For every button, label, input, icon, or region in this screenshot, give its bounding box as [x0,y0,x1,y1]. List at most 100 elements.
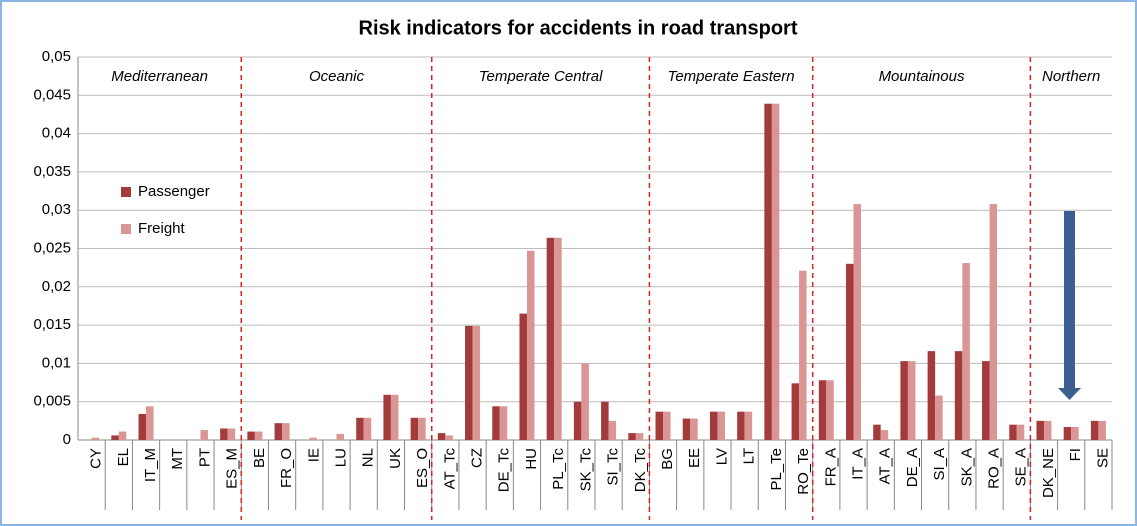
x-tick-label: SI_Tc [605,448,622,486]
x-tick-label: FR_A [822,448,839,486]
bar [1036,420,1044,440]
bar [635,433,644,440]
x-tick-label: SK_Tc [577,448,594,492]
x-tick-label: SK_A [958,448,975,486]
bar [880,430,889,440]
bar [1043,420,1052,440]
arrow-head [1058,388,1081,400]
bar [709,411,718,440]
bar [554,237,562,440]
bar [954,351,963,440]
x-tick-label: PT [196,448,213,467]
legend-label: Passenger [138,183,210,200]
x-tick-label: CY [88,448,105,469]
bar [519,313,527,440]
bar [873,424,881,440]
x-tick-label: AT_A [877,448,894,484]
x-tick-label: SE [1094,448,1111,468]
bar [989,204,998,440]
bar [472,325,481,440]
bar [91,437,100,440]
y-tick-label: 0,015 [33,316,71,333]
x-tick-label: DE_Tc [496,448,513,493]
x-tick-label: BE [251,448,268,468]
bar [655,411,664,440]
bar [962,263,970,440]
bar [274,423,283,440]
x-tick-label: IE [305,448,322,462]
x-tick-label: UK [387,448,404,469]
y-tick-label: 0,025 [33,239,71,256]
bar [846,263,854,440]
region-label: Temperate Eastern [668,68,795,85]
bar [356,417,364,440]
x-tick-label: ES_O [414,448,431,488]
x-tick-label: MT [169,448,186,470]
arrow [1058,211,1081,400]
bar [927,351,936,440]
x-tick-label: PL_Te [768,448,785,491]
bar [1063,426,1072,440]
bar [220,428,228,440]
bar [499,406,508,440]
legend-swatch [121,224,131,234]
y-tick-label: 0,035 [33,163,71,180]
bar [907,361,916,440]
bar [383,394,391,440]
x-tick-label: IT_M [142,448,159,482]
x-tick-label: HU [523,448,540,470]
bar [282,423,290,440]
y-tick-label: 0,045 [33,86,71,103]
bar [118,431,127,440]
x-tick-label: ES_M [224,448,241,489]
bar [791,383,800,440]
bar [418,417,426,440]
bar [581,363,589,440]
x-tick-label: EE [686,448,703,468]
x-tick-label: FI [1067,448,1084,461]
legend-label: Freight [138,220,186,237]
y-tick-label: 0,005 [33,393,71,410]
bar [744,411,753,440]
bar [309,437,317,440]
region-label: Mediterranean [111,68,208,85]
bar [390,394,399,440]
y-tick-label: 0,03 [42,201,71,218]
bar [1009,424,1017,440]
bar [437,433,446,440]
bar [764,103,772,440]
x-tick-label: PL_Tc [550,448,567,490]
bar [663,411,671,440]
bar [111,435,119,440]
bar [818,380,827,440]
x-tick-label: SE_A [1013,448,1030,486]
x-tick-label: LU [332,448,349,467]
x-tick-label: RO_A [986,448,1003,489]
bar [982,361,990,440]
arrow-shaft [1064,211,1075,388]
x-tick-label: RO_Te [795,448,812,495]
bar [247,431,255,440]
x-tick-label: DK_Tc [632,448,649,493]
bar [690,418,698,440]
y-tick-label: 0,01 [42,354,71,371]
region-label: Temperate Central [479,68,603,85]
bar [682,418,691,440]
bar [717,411,725,440]
x-tick-label: LV [713,448,730,465]
x-tick-label: BG [659,448,676,470]
x-tick-label: AT_Tc [441,448,458,490]
x-tick-label: EL [115,448,132,466]
x-tick-label: DE_A [904,448,921,487]
region-label: Northern [1042,68,1100,85]
bar [608,420,617,440]
y-tick-label: 0,05 [42,48,71,65]
bar [628,433,636,440]
bar [410,417,419,440]
bar [1090,420,1099,440]
y-tick-label: 0,04 [42,125,71,142]
x-tick-label: LT [741,448,758,464]
x-tick-label: CZ [469,448,486,468]
bar [826,380,834,440]
